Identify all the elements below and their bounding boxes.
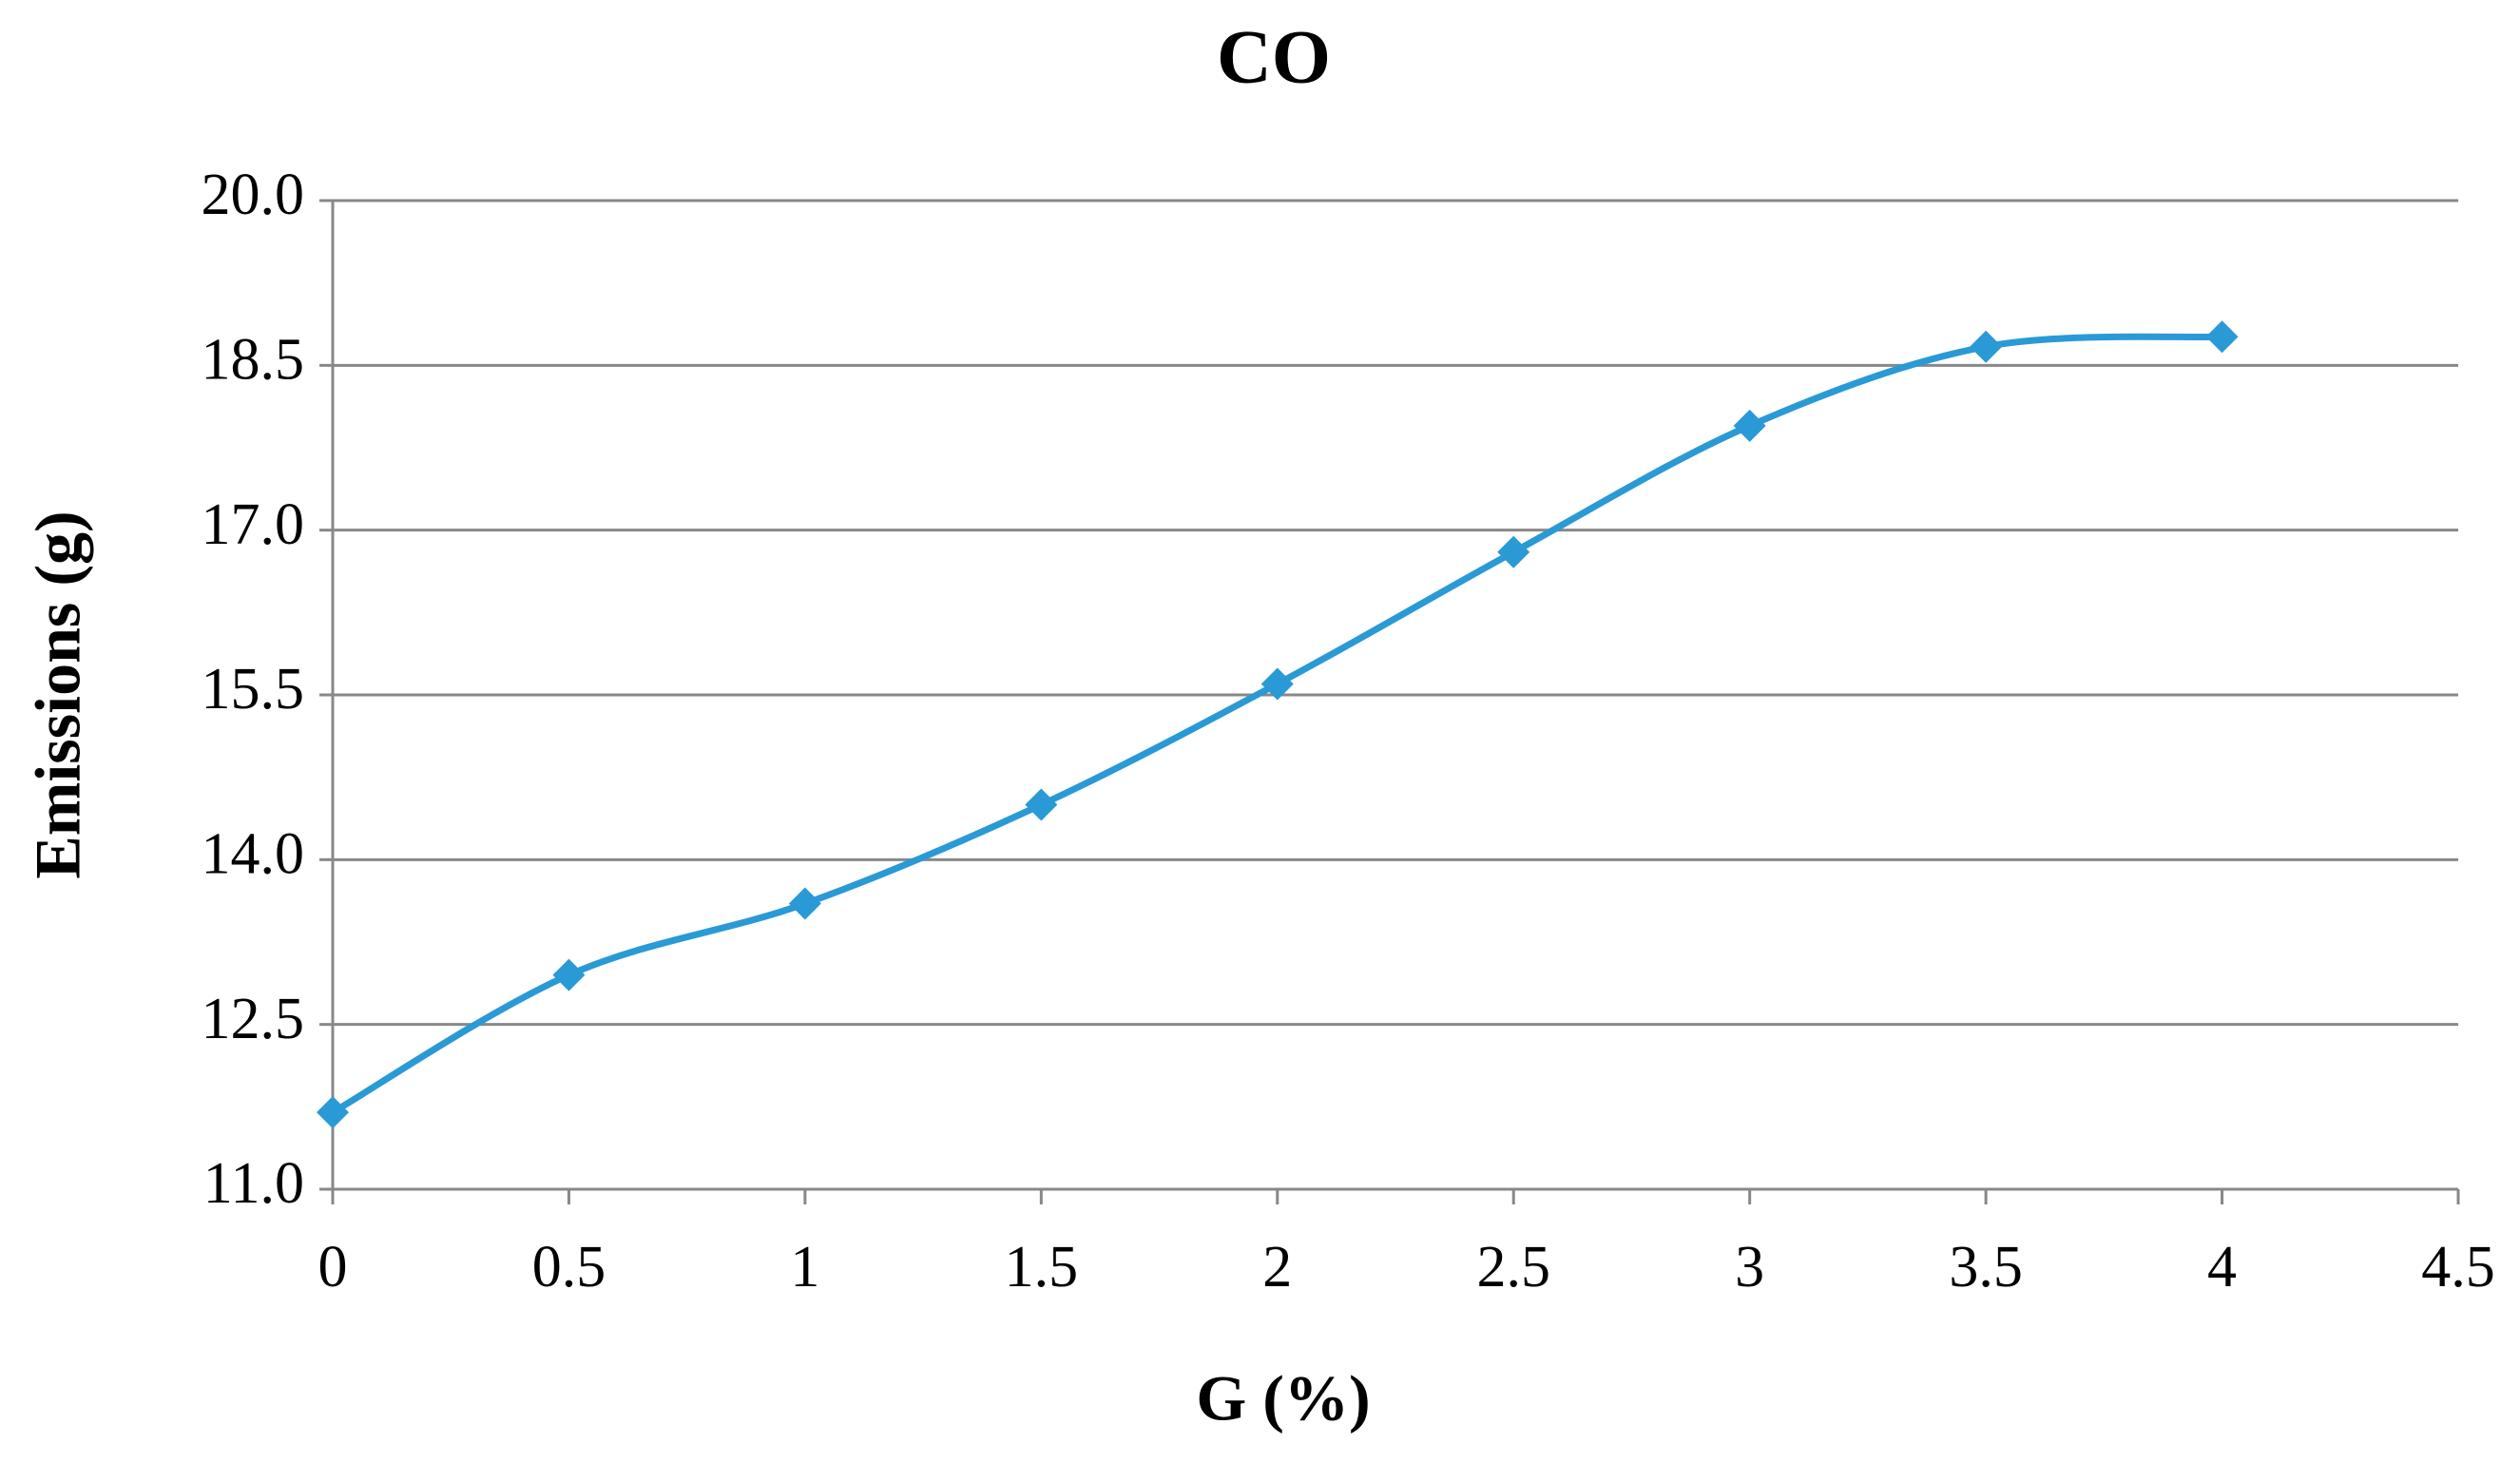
x-tick-label: 3 — [1735, 1235, 1764, 1299]
x-tick-label: 0.5 — [532, 1235, 606, 1299]
x-tick-label: 2.5 — [1476, 1235, 1550, 1299]
x-tick-label: 4 — [2207, 1235, 2237, 1299]
x-tick-label: 4.5 — [2421, 1235, 2495, 1299]
y-tick-label: 14.0 — [202, 822, 305, 887]
data-point — [2205, 320, 2239, 354]
y-tick-label: 11.0 — [203, 1151, 304, 1216]
x-tick-label: 0 — [318, 1235, 348, 1299]
x-tick-label: 1 — [790, 1235, 819, 1299]
data-point — [1733, 409, 1766, 442]
chart-title: CO — [1217, 15, 1331, 99]
x-axis-label: G (%) — [1196, 1362, 1370, 1434]
data-point — [1260, 667, 1294, 701]
x-tick-label: 3.5 — [1949, 1235, 2023, 1299]
x-tick-label: 1.5 — [1005, 1235, 1079, 1299]
data-point — [317, 1096, 349, 1129]
data-point — [1970, 330, 2003, 363]
y-tick-label: 15.5 — [202, 657, 305, 722]
y-tick-label: 17.0 — [202, 492, 305, 557]
y-axis-label: Emissions (g) — [22, 510, 94, 878]
series-line — [331, 333, 2222, 1116]
data-point — [788, 887, 821, 920]
data-point — [1497, 535, 1530, 568]
y-tick-label: 18.5 — [202, 328, 305, 393]
y-tick-label: 12.5 — [202, 987, 305, 1051]
data-point — [1025, 788, 1058, 821]
y-tick-label: 20.0 — [202, 163, 305, 227]
data-point — [552, 958, 586, 991]
x-tick-label: 2 — [1262, 1235, 1292, 1299]
